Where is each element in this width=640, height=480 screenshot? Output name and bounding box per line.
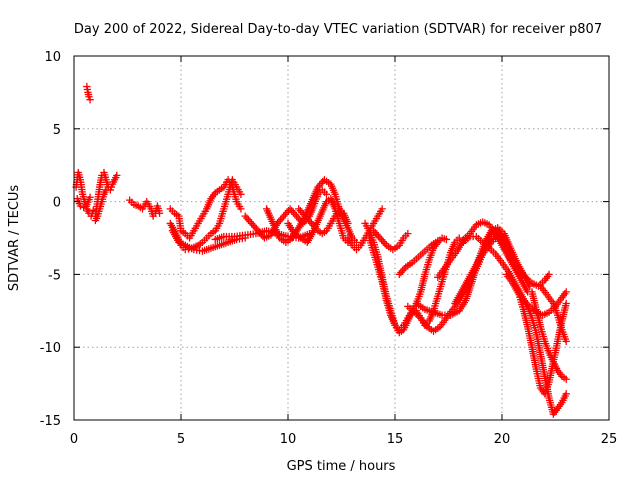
data-point [562,337,570,346]
data-point [404,229,412,238]
y-tick-label: -15 [40,414,61,429]
x-tick-label: 20 [494,432,511,447]
y-tick-label: -10 [40,341,61,356]
x-tick-label: 25 [601,432,618,447]
x-tick-label: 15 [387,432,404,447]
data-point [104,183,112,191]
data-point [237,190,245,198]
x-tick-label: 5 [177,432,185,447]
data-point [562,390,570,398]
plot-frame [73,55,610,421]
x-tick-label: 0 [70,432,78,447]
data-point [86,96,94,104]
data-point [113,171,121,180]
data-point [85,93,93,101]
x-tick-label: 10 [280,432,297,447]
y-tick-label: 10 [44,50,61,65]
x-axis-label: GPS time / hours [287,459,396,474]
data-point [86,193,94,201]
axis-ticks [73,55,610,421]
data-point [378,205,386,213]
data-point [442,235,451,244]
y-axis-label: SDTVAR / TECUs [7,185,22,292]
data-point [352,238,361,247]
data-point [455,234,463,242]
data-point [79,203,88,212]
chart-title: Day 200 of 2022, Sidereal Day-to-day VTE… [74,22,602,37]
data-point [237,205,245,213]
data-point [562,299,570,308]
y-tick-label: 0 [53,196,61,211]
data-point [434,237,442,245]
data-point [344,219,352,228]
data-point [562,288,570,296]
y-tick-labels: 10 5 0 -5 -10 -15 [40,50,61,429]
data-points [72,82,570,418]
data-point [322,190,331,198]
data-point [545,270,553,279]
x-tick-labels: 0 5 10 15 20 25 [70,432,617,447]
data-point [562,375,570,383]
y-tick-label: -5 [48,268,61,283]
y-tick-label: 5 [53,123,61,138]
data-point [155,209,164,217]
